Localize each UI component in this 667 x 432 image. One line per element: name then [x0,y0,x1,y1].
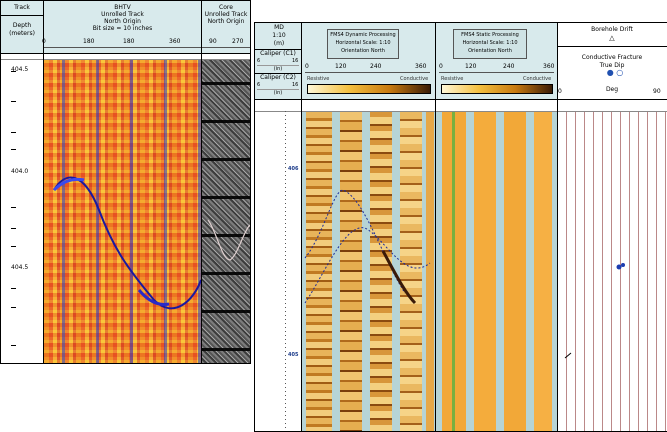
drift-min: 0 [558,88,562,95]
bhtv-scale-180a: 180 [83,38,95,45]
caliper-c1-label: Caliper (C1) [260,50,296,57]
static-line2: Horizontal Scale: 1:10 [462,40,518,46]
dip-sinusoid-overlay [304,189,625,359]
bhtv-title: BHTV [114,4,131,11]
bhtv-scale-360: 360 [169,38,181,45]
static-legend-resistive: Resistive [441,76,464,82]
caliper-c2-unit: (in) [273,90,283,96]
bhtv-line2: Unrolled Track [101,11,144,18]
left-header [1,1,250,53]
drift-line2: Conductive Fracture [581,54,643,61]
md-unit: (m) [273,40,285,47]
dynamic-line3: Orientation North [341,48,385,54]
bhtv-log-window[interactable]: Track Depth (meters) BHTV Unrolled Track… [0,0,251,364]
caliper-c2-max: 16 [292,82,299,88]
core-title: Core [219,4,233,11]
depth-mark-405: 405 [288,352,299,358]
dynamic-color-scale [307,84,431,94]
core-scale-270: 270 [232,38,244,45]
static-scale-120: 120 [465,63,477,70]
md-label: MD [274,24,284,31]
fms-log-window[interactable]: MD 1:10 (m) Caliper (C1) 6 16 (in) Calip… [254,22,667,432]
bhtv-line3: North Origin [104,18,141,25]
bhtv-sinusoid-overlay [52,176,201,310]
static-scale-360: 360 [543,63,555,70]
drift-line3: True Dip [599,62,625,69]
bhtv-line4: Bit size = 10 inches [92,25,153,32]
dynamic-legend-resistive: Resistive [307,76,330,82]
caliper-c2-min: 6 [257,82,261,88]
static-line3: Orientation North [468,48,512,54]
caliper-c1-min: 6 [257,58,261,64]
depth-mark-406: 406 [288,166,299,172]
bhtv-scale-180b: 180 [123,38,135,45]
bhtv-image [44,60,201,363]
depth-label-404-5: 404.5 [11,264,29,271]
depth-label: Depth [12,22,32,29]
caliper-c2-label: Caliper (C2) [260,74,296,81]
dynamic-legend-conductive: Conductive [400,76,429,82]
drift-unit: Deg [605,86,619,93]
dip-symbol-icon: ● ○ [606,68,624,77]
core-sinusoid-overlay [207,219,250,261]
drift-marker-icon: △ [609,34,615,42]
drift-title: Borehole Drift [591,26,633,33]
caliper-c1-unit: (in) [273,66,283,72]
dynamic-title: FMS4 Dynamic Processing [330,32,396,38]
static-scale-0: 0 [439,63,443,70]
depth-label-404-5-top: 404.5 [11,66,29,73]
static-scale-240: 240 [503,63,515,70]
dynamic-title-box [327,29,399,59]
dip-point [616,264,622,270]
core-line3: North Origin [207,18,245,25]
dynamic-line2: Horizontal Scale: 1:10 [335,40,391,46]
dynamic-scale-0: 0 [305,63,309,70]
dynamic-scale-120: 120 [335,63,347,70]
md-scale: 1:10 [272,32,286,39]
caliper-c1-max: 16 [292,58,299,64]
drift-track [558,112,667,431]
dynamic-scale-360: 360 [415,63,427,70]
bhtv-scale-0: 0 [42,38,46,45]
depth-unit: (meters) [9,30,35,37]
track-title: Track [14,4,30,11]
static-title: FMS4 Static Processing [461,32,519,38]
static-image-track [436,112,557,431]
core-image [202,60,250,363]
static-color-scale [441,84,553,94]
depth-label-404-0: 404.0 [11,168,29,175]
core-line2: Unrolled Track [204,11,248,18]
static-legend-conductive: Conductive [523,76,552,82]
drift-max: 90 [653,88,661,95]
static-title-box [453,29,527,59]
dynamic-scale-240: 240 [370,63,382,70]
core-scale-90: 90 [209,38,217,45]
